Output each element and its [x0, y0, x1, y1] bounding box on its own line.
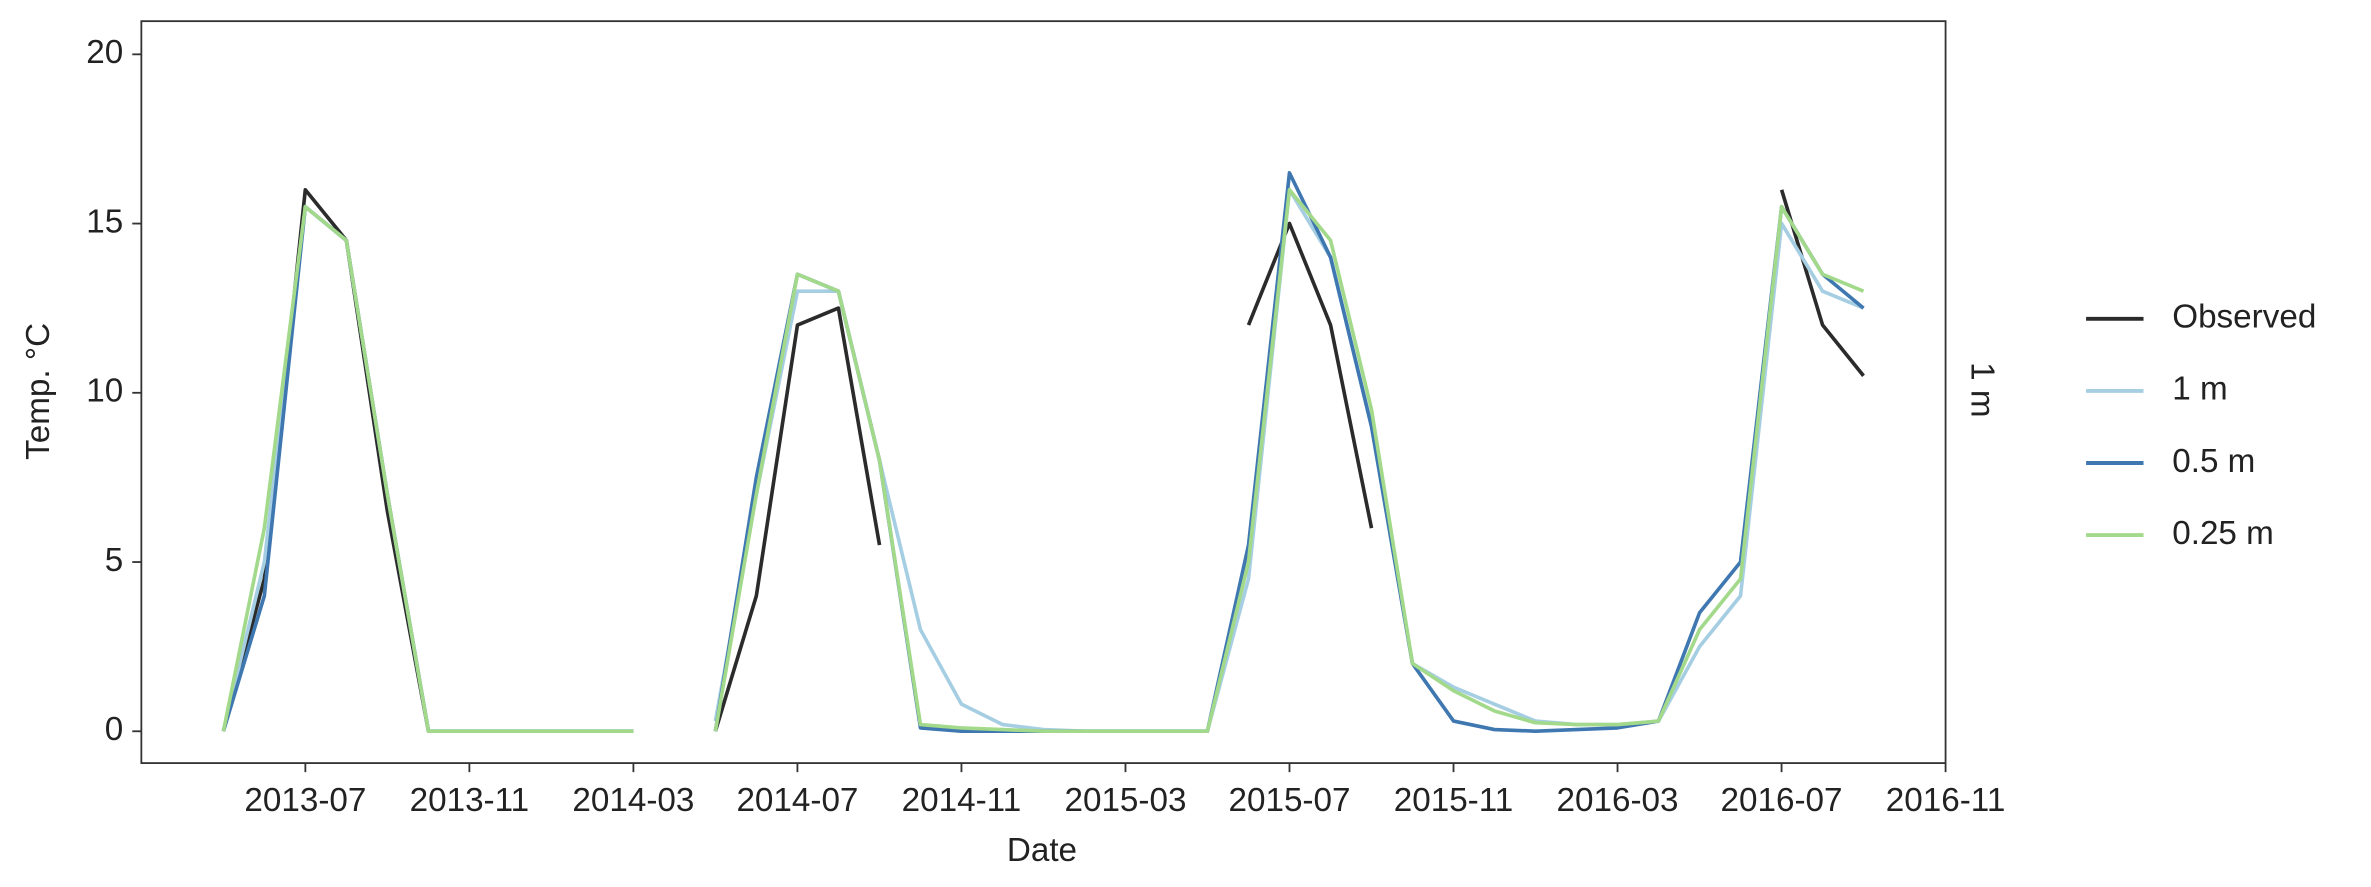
- series-line: [221, 187, 1865, 734]
- series-line: [221, 187, 1865, 732]
- legend-label: 0.25 m: [2172, 515, 2274, 552]
- y-tick-label: 20: [86, 34, 123, 71]
- y-tick-label: 10: [86, 373, 123, 410]
- x-tick-label: 2016-11: [1886, 782, 2006, 819]
- facet-label: 1 m: [1964, 362, 2001, 417]
- series-line: [221, 171, 1865, 734]
- x-tick-label: 2016-03: [1557, 782, 1679, 819]
- x-tick-label: 2014-11: [902, 782, 1022, 819]
- y-tick-label: 5: [105, 542, 123, 579]
- plot-frame: [140, 20, 1947, 764]
- y-tick-label: 15: [86, 203, 123, 240]
- series-line: [221, 187, 1865, 734]
- y-tick-label: 0: [105, 711, 123, 748]
- legend-label: 1 m: [2172, 371, 2227, 408]
- x-tick-label: 2015-03: [1064, 782, 1186, 819]
- x-tick-label: 2015-11: [1394, 782, 1514, 819]
- x-tick-label: 2014-03: [572, 782, 694, 819]
- x-tick-label: 2016-07: [1721, 782, 1843, 819]
- x-tick-label: 2013-11: [410, 782, 530, 819]
- legend-label: 0.5 m: [2172, 443, 2255, 480]
- x-tick-label: 2013-07: [244, 782, 366, 819]
- x-axis-label: Date: [1007, 832, 1077, 869]
- y-axis-label: Temp. °C: [20, 323, 57, 460]
- x-tick-label: 2014-07: [736, 782, 858, 819]
- legend-label: Observed: [2172, 299, 2316, 336]
- x-tick-label: 2015-07: [1229, 782, 1351, 819]
